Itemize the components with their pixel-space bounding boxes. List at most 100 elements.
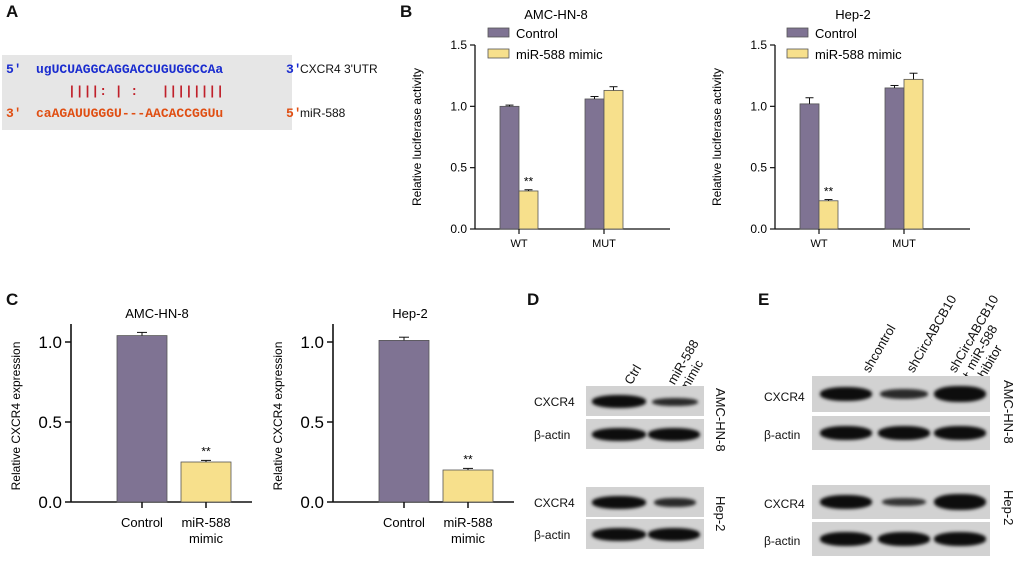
chart-luciferase-amc-hn-8: AMC-HN-8 Relative luciferase activity 0.0 0…	[410, 7, 670, 250]
x-tick-label: MUT	[592, 238, 616, 250]
blot-cxcr4-hep2	[812, 485, 990, 519]
y-tick-label: 0.0	[750, 222, 767, 236]
band	[934, 426, 986, 440]
band	[820, 387, 872, 401]
y-tick-label: 0.5	[450, 161, 467, 175]
western-blot-e: shcontrol shCircABCB10 shCircABCB10 + mi…	[760, 290, 1018, 564]
legend-label-control: Control	[516, 26, 558, 41]
top-label: CXCR4 3'UTR	[300, 62, 378, 76]
y-tick-label: 1.0	[450, 99, 467, 113]
bar-control	[116, 335, 168, 503]
y-axis-label: Relative luciferase activity	[410, 68, 424, 206]
chart-cxcr4-hep-2: Hep-2 Relative CXCR4 expression 0.0 0.5 1.0 C…	[271, 306, 514, 546]
band	[654, 498, 696, 507]
band	[592, 395, 646, 408]
sequence-alignment: 5' ugUCUAGGCAGGACCUGUGGCCAa 3' CXCR4 3'U…	[2, 55, 378, 130]
significance-mark: **	[201, 444, 211, 458]
y-tick-label: 1.5	[450, 38, 467, 52]
bar-mimic	[442, 469, 494, 503]
band	[820, 495, 872, 509]
panel-letter-d: D	[527, 290, 540, 309]
y-tick-label: 0.5	[300, 413, 324, 432]
bottom-prime5: 5'	[286, 106, 302, 121]
bar-control	[799, 103, 820, 230]
row-label-actin-2: β-actin	[764, 534, 801, 548]
blot-cxcr4-amc	[586, 386, 704, 416]
cell-label-hep-2: Hep-2	[713, 496, 728, 532]
x-tick-label: Control	[383, 515, 425, 530]
band	[648, 428, 700, 441]
band	[820, 426, 872, 440]
band	[820, 532, 872, 546]
row-label-cxcr4-1: CXCR4	[764, 390, 805, 404]
y-axis-label: Relative CXCR4 expression	[271, 342, 285, 491]
band	[882, 498, 926, 506]
x-tick-label: WT	[510, 238, 527, 250]
x-tick-label: WT	[810, 238, 827, 250]
significance-mark: **	[824, 185, 834, 199]
cell-label-amc-hn-8: AMC-HN-8	[1001, 380, 1016, 444]
y-tick-label: 0.5	[38, 413, 62, 432]
panel-letter-a: A	[6, 2, 19, 21]
legend-swatch-control	[786, 27, 809, 38]
top-prime3: 3'	[286, 62, 302, 77]
band	[652, 398, 698, 406]
blot-cxcr4-amc	[812, 376, 990, 412]
row-label-actin-1: β-actin	[534, 428, 571, 442]
y-tick-label: 1.0	[750, 99, 767, 113]
lane-label-shcontrol: shcontrol	[859, 321, 899, 375]
band	[592, 528, 646, 541]
legend-swatch-control	[487, 27, 510, 38]
y-tick-label: 1.0	[300, 333, 324, 352]
band	[592, 428, 646, 441]
y-axis-label: Relative luciferase activity	[710, 68, 724, 206]
blot-actin-hep2	[586, 519, 704, 549]
band	[880, 389, 928, 399]
blot-actin-amc	[812, 416, 990, 450]
bar-mimic	[603, 89, 624, 230]
chart-title: AMC-HN-8	[125, 306, 189, 321]
y-tick-label: 0.0	[38, 493, 62, 512]
band	[934, 532, 986, 546]
legend-swatch-mimic	[487, 48, 510, 59]
band	[934, 494, 986, 510]
bar-mimic	[518, 190, 539, 230]
blot-actin-hep2	[812, 522, 990, 556]
y-tick-label: 0.5	[750, 161, 767, 175]
y-tick-label: 0.0	[450, 222, 467, 236]
band	[878, 532, 930, 546]
bar-control	[378, 340, 430, 503]
blot-cxcr4-hep2	[586, 487, 704, 517]
chart-cxcr4-amc-hn-8: AMC-HN-8 Relative CXCR4 expression 0.0 0.5 1…	[9, 306, 252, 546]
x-tick-label: Control	[121, 515, 163, 530]
bottom-prime3: 3'	[6, 106, 22, 121]
bar-control	[499, 105, 520, 230]
alignment-box	[2, 55, 292, 130]
chart-title: Hep-2	[392, 306, 427, 321]
blot-actin-amc	[586, 419, 704, 449]
top-prime5: 5'	[6, 62, 22, 77]
lane-label-mir588-mimic: miR-588 mimic	[664, 336, 707, 394]
bottom-sequence: caAGAUUGGGU---AACACCGGUu	[36, 106, 223, 121]
y-axis-label: Relative CXCR4 expression	[9, 342, 23, 491]
row-label-cxcr4-2: CXCR4	[764, 497, 805, 511]
row-label-actin-1: β-actin	[764, 428, 801, 442]
x-tick-label: miR-588 mimic	[181, 515, 230, 546]
bottom-label: miR-588	[300, 106, 346, 120]
band	[648, 528, 700, 541]
bar-mimic	[180, 461, 232, 503]
chart-title: AMC-HN-8	[524, 7, 588, 22]
row-label-actin-2: β-actin	[534, 528, 571, 542]
bar-mimic	[818, 200, 839, 230]
legend-label-mimic: miR-588 mimic	[516, 47, 603, 62]
bar-control	[884, 87, 905, 230]
significance-mark: **	[524, 175, 534, 189]
cell-label-amc-hn-8: AMC-HN-8	[713, 388, 728, 452]
panel-letter-b: B	[400, 2, 413, 21]
bar-control	[584, 98, 605, 230]
pairing-lines: ||||: | : ||||||||	[68, 84, 224, 99]
bar-mimic	[903, 78, 924, 230]
panel-letter-c: C	[6, 290, 19, 309]
cell-label-hep-2: Hep-2	[1001, 490, 1016, 526]
band	[592, 496, 646, 509]
